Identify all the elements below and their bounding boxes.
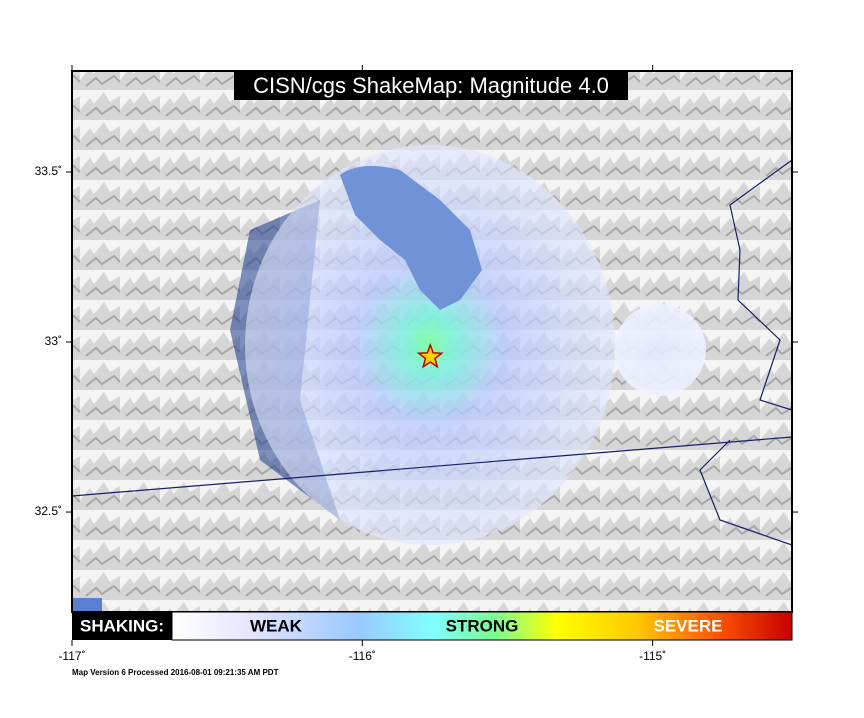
lat-tick-label: 32.5˚ xyxy=(35,504,62,518)
map-area xyxy=(72,71,792,612)
legend-label: SEVERE xyxy=(654,616,723,635)
title-box xyxy=(234,72,628,100)
legend-title-box xyxy=(72,612,172,640)
legend-label: STRONG xyxy=(446,616,519,635)
lat-tick-label: 33.5˚ xyxy=(35,164,62,178)
map-title: CISN/cgs ShakeMap: Magnitude 4.0 xyxy=(253,73,609,98)
border-line xyxy=(72,436,792,497)
lon-tick-label: -117˚ xyxy=(58,649,85,663)
footer: Map Version 6 Processed 2016-08-01 09:21… xyxy=(72,668,279,677)
legend-label: WEAK xyxy=(250,616,303,635)
lat-tick-label: 33˚ xyxy=(45,334,62,348)
lon-tick-label: -115˚ xyxy=(639,649,666,663)
intensity-scale xyxy=(171,611,793,641)
state-line xyxy=(699,159,792,546)
salton-sea xyxy=(340,166,482,310)
epicenter xyxy=(416,342,444,369)
shaking-patch xyxy=(614,304,706,396)
lon-tick-label: -116˚ xyxy=(349,649,376,663)
legend-title: SHAKING: xyxy=(80,616,164,635)
water xyxy=(72,598,102,612)
